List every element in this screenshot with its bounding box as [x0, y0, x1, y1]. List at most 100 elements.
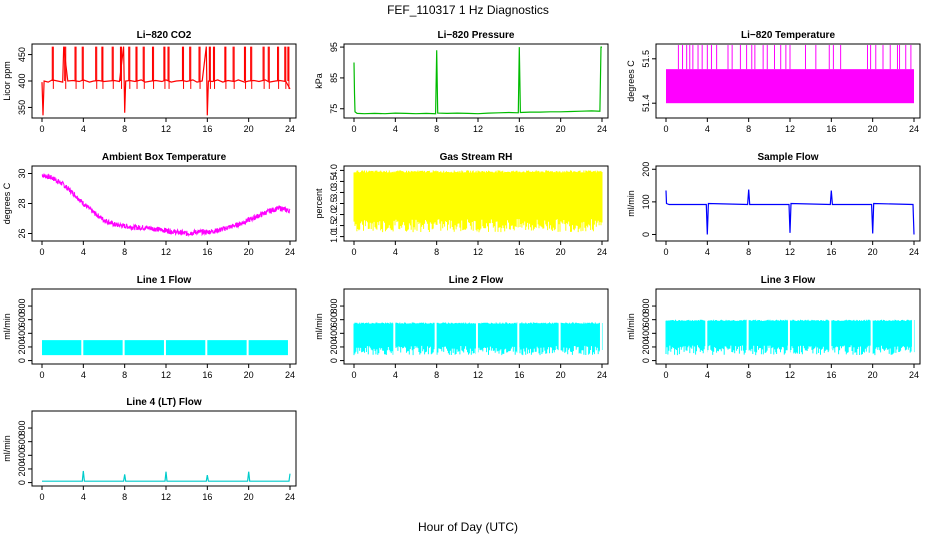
- panel-title: Line 3 Flow: [761, 275, 816, 286]
- y-tick-label: 4.0: [329, 164, 339, 177]
- x-tick-label: 24: [285, 370, 295, 380]
- x-tick-label: 8: [122, 370, 127, 380]
- panel-frame: [343, 288, 609, 365]
- x-tick-label: 4: [81, 124, 86, 134]
- x-tick-label: 0: [39, 492, 44, 502]
- panel-title: Line 1 Flow: [137, 275, 192, 286]
- x-tick-label: 8: [122, 492, 127, 502]
- x-tick-label: 12: [473, 247, 483, 257]
- y-tick-label: 2.0: [329, 208, 339, 221]
- x-tick-label: 24: [909, 247, 919, 257]
- y-tick-label: 200: [17, 339, 27, 354]
- y-tick-label: 200: [17, 461, 27, 476]
- y-axis-label: ml/min: [626, 313, 636, 340]
- figure-title: FEF_110317 1 Hz Diagnostics: [387, 3, 549, 17]
- x-tick-label: 24: [597, 247, 607, 257]
- panel-1: Li−820 CO2 Licor ppm 0 4 8 12 16 20 24 350 400 450: [2, 30, 297, 134]
- x-tick-label: 8: [434, 124, 439, 134]
- panel-title: Line 2 Flow: [449, 275, 504, 286]
- x-tick-label: 20: [868, 370, 878, 380]
- x-tick-label: 20: [244, 492, 254, 502]
- panel-9: Line 3 Flow ml/min 0 4 8 12 16 20 24 0 20040060080…: [626, 275, 921, 380]
- panel-title: Gas Stream RH: [440, 152, 513, 163]
- panel-frame: [31, 288, 297, 365]
- y-tick-label: 400: [641, 326, 651, 341]
- y-tick-label: 200: [329, 339, 339, 354]
- panel-title: Line 4 (LT) Flow: [126, 397, 202, 408]
- x-tick-label: 20: [244, 124, 254, 134]
- x-tick-label: 20: [868, 247, 878, 257]
- series-line: [353, 46, 602, 115]
- x-tick-label: 8: [122, 124, 127, 134]
- y-tick-label: 0: [17, 358, 27, 363]
- x-tick-label: 0: [351, 247, 356, 257]
- x-tick-label: 4: [705, 124, 710, 134]
- y-tick-label: 450: [17, 47, 27, 62]
- x-tick-label: 4: [81, 492, 86, 502]
- y-tick-label: 0: [17, 480, 27, 485]
- y-tick-label: 400: [329, 326, 339, 341]
- y-tick-label: 1.5: [329, 219, 339, 232]
- x-tick-label: 20: [556, 124, 566, 134]
- x-tick-label: 12: [785, 370, 795, 380]
- y-axis-label: ml/min: [314, 313, 324, 340]
- x-tick-label: 16: [202, 124, 212, 134]
- x-tick-label: 8: [122, 247, 127, 257]
- x-tick-label: 0: [663, 247, 668, 257]
- y-tick-label: 200: [641, 339, 651, 354]
- x-tick-label: 12: [161, 247, 171, 257]
- x-tick-label: 12: [161, 370, 171, 380]
- panel-4: Ambient Box Temperature degrees C 0 4 8 12 16 2…: [2, 152, 297, 257]
- x-tick-label: 8: [746, 370, 751, 380]
- x-tick-label: 16: [202, 247, 212, 257]
- x-tick-label: 0: [39, 124, 44, 134]
- panel-frame: [655, 43, 921, 119]
- x-tick-label: 12: [473, 370, 483, 380]
- panel-8: Line 2 Flow ml/min 0 4 8 12 16 20 24 0 20040060080…: [314, 275, 609, 380]
- y-tick-label: 26: [17, 228, 27, 238]
- y-tick-label: 800: [329, 299, 339, 314]
- x-tick-label: 16: [826, 247, 836, 257]
- y-tick-label: 400: [17, 448, 27, 463]
- y-axis-label: degrees C: [2, 182, 12, 224]
- panel-title: Ambient Box Temperature: [102, 152, 227, 163]
- x-tick-label: 24: [597, 124, 607, 134]
- x-tick-label: 24: [285, 124, 295, 134]
- panel-7: Line 1 Flow ml/min 0 4 8 12 16 20 24 0 20040060080…: [2, 275, 297, 380]
- y-tick-label: 28: [17, 198, 27, 208]
- x-tick-label: 20: [244, 370, 254, 380]
- x-tick-label: 24: [909, 370, 919, 380]
- x-tick-label: 12: [785, 124, 795, 134]
- x-tick-label: 24: [285, 492, 295, 502]
- y-tick-label: 800: [17, 299, 27, 314]
- band-fill: [42, 340, 290, 356]
- x-tick-label: 12: [161, 492, 171, 502]
- x-tick-label: 16: [514, 247, 524, 257]
- x-tick-label: 16: [826, 124, 836, 134]
- y-tick-label: 2.5: [329, 197, 339, 210]
- x-tick-label: 0: [663, 124, 668, 134]
- panel-title: Sample Flow: [757, 152, 818, 163]
- x-tick-label: 4: [705, 370, 710, 380]
- y-tick-label: 600: [17, 434, 27, 449]
- y-tick-label: 3.0: [329, 186, 339, 199]
- y-tick-label: 0: [641, 232, 651, 237]
- x-tick-label: 24: [597, 370, 607, 380]
- y-tick-label: 0: [329, 358, 339, 363]
- x-tick-label: 16: [826, 370, 836, 380]
- x-tick-label: 8: [434, 247, 439, 257]
- y-tick-label: 85: [329, 73, 339, 83]
- panel-title: Li−820 CO2: [137, 30, 192, 41]
- x-tick-label: 20: [556, 370, 566, 380]
- y-tick-label: 200: [641, 162, 651, 177]
- y-tick-label: 800: [17, 421, 27, 436]
- band-strokes: [353, 322, 603, 356]
- x-tick-label: 0: [351, 124, 356, 134]
- y-tick-label: 400: [17, 326, 27, 341]
- y-tick-label: 1.0: [329, 230, 339, 243]
- panel-frame: [655, 165, 921, 242]
- y-tick-label: 51.5: [641, 50, 651, 68]
- series-line: [42, 470, 291, 482]
